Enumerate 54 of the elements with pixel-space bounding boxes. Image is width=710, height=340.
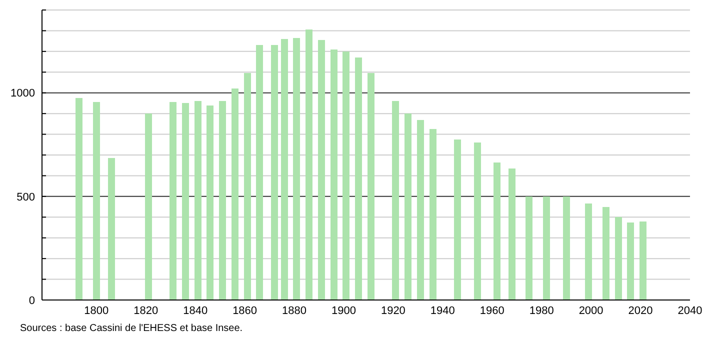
x-tick-label: 1820 xyxy=(134,305,158,317)
x-tick-label: 1920 xyxy=(380,305,406,317)
x-tick-label: 1800 xyxy=(84,305,109,317)
bar xyxy=(219,101,226,300)
bar xyxy=(293,38,300,300)
y-tick-label: 500 xyxy=(16,191,35,204)
bar xyxy=(244,73,251,300)
bar xyxy=(256,45,264,300)
bar xyxy=(330,49,338,300)
bar xyxy=(454,139,462,300)
bar xyxy=(614,217,622,300)
x-tick-label: 1960 xyxy=(480,305,504,317)
bar xyxy=(602,206,610,300)
bar xyxy=(92,102,100,300)
bar xyxy=(392,101,400,300)
bar xyxy=(231,88,238,300)
y-tick-label: 1000 xyxy=(10,88,35,100)
bar xyxy=(144,114,152,300)
bar xyxy=(206,105,214,300)
source-note: Sources : base Cassini de l'EHESS et base Insee. xyxy=(20,323,243,334)
bar xyxy=(76,98,83,300)
x-tick-label: 1880 xyxy=(282,305,307,317)
bar xyxy=(627,222,634,300)
bar xyxy=(170,102,177,300)
bar xyxy=(108,158,115,300)
bar xyxy=(270,45,278,300)
y-tick-label: 0 xyxy=(28,294,35,307)
x-tick-label: 1860 xyxy=(232,305,258,317)
bar xyxy=(562,196,570,300)
bar xyxy=(280,39,288,300)
bar xyxy=(367,73,374,300)
bar xyxy=(404,114,412,300)
bar xyxy=(526,196,533,300)
bar xyxy=(182,103,189,300)
x-tick-label: 1840 xyxy=(183,305,208,317)
x-tick-label: 1980 xyxy=(529,305,554,317)
bar xyxy=(355,58,362,300)
x-tick-label: 2000 xyxy=(578,305,604,317)
bar xyxy=(543,196,550,300)
bar xyxy=(306,30,313,300)
bar xyxy=(342,51,350,300)
bar xyxy=(508,168,516,300)
bar xyxy=(318,40,325,300)
bar xyxy=(194,101,202,300)
x-tick-label: 1940 xyxy=(430,305,455,317)
bar xyxy=(429,129,436,300)
bar xyxy=(585,204,592,300)
x-tick-label: 1900 xyxy=(332,305,356,317)
bar xyxy=(416,120,424,300)
bar xyxy=(494,162,501,300)
x-tick-label: 2040 xyxy=(678,305,702,317)
bar xyxy=(474,142,481,300)
x-tick-label: 2020 xyxy=(628,305,653,317)
bar xyxy=(640,221,647,300)
